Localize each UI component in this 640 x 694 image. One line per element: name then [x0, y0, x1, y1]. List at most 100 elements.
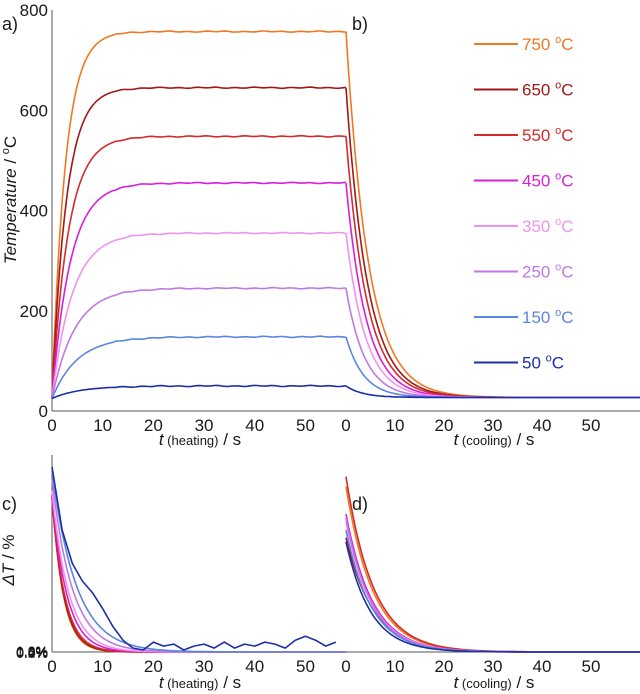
panel-label-d: d) [352, 494, 368, 514]
series-line-a-150 [51, 335, 347, 399]
series-line-a-250 [51, 286, 347, 399]
panel-label-c: c) [2, 494, 17, 514]
series-line-c-350 [51, 490, 346, 653]
legend-label-450: 450 oC [522, 171, 574, 191]
x-axis-title-d-rest: / s [512, 673, 535, 692]
x-tick-label-d-4: 40 [533, 657, 552, 676]
x-tick-label-d-2: 20 [435, 657, 454, 676]
x-axis-title-a: t (heating) / s [159, 430, 241, 449]
x-axis-title-d-var: t [454, 673, 460, 692]
x-tick-label-b-1: 10 [386, 416, 405, 435]
y-axis-title-a-rest: / [1, 154, 20, 168]
x-axis-title-b-var: t [454, 430, 460, 449]
series-lines-a [51, 30, 347, 400]
x-tick-label-b-0: 0 [341, 416, 350, 435]
y-tick-label-c-5: 1.0% [16, 643, 48, 659]
x-axis-title-c-sub: (heating) [164, 676, 219, 691]
series-line-d-250 [345, 517, 640, 653]
series-line-c-650 [51, 496, 346, 653]
series-line-a-550 [51, 134, 347, 399]
x-tick-label-c-3: 30 [195, 657, 214, 676]
legend-label-150: 150 oC [522, 307, 574, 327]
x-tick-label-b-4: 40 [533, 416, 552, 435]
x-tick-label-a-2: 20 [144, 416, 163, 435]
x-tick-label-d-1: 10 [386, 657, 405, 676]
y-tick-labels-a: 0 200 400 600 800 [20, 1, 48, 421]
series-line-c-450 [51, 494, 346, 653]
x-tick-labels-a: 0 10 20 30 40 50 [47, 416, 315, 435]
y-axis-title-c: ΔT / % [0, 534, 18, 586]
x-tick-label-a-4: 40 [245, 416, 264, 435]
y-tick-label-c-4: 0.8% [16, 643, 48, 659]
y-tick-label-a-3: 600 [20, 101, 48, 120]
x-tick-label-b-3: 30 [484, 416, 503, 435]
series-lines-b [345, 31, 640, 399]
x-axis-title-a-rest: / s [218, 430, 241, 449]
y-tick-label-a-2: 400 [20, 202, 48, 221]
x-tick-label-a-0: 0 [47, 416, 56, 435]
x-axis-title-b-rest: / s [512, 430, 535, 449]
y-tick-labels-c: 0.0%0.2%0.4%0.6%0.8%1.0% [16, 643, 48, 661]
x-axis-title-d-sub: (cooling) [458, 676, 511, 691]
x-axis-title-a-var: t [159, 430, 165, 449]
x-axis-title-d: t (cooling) / s [454, 673, 535, 692]
y-axis-title-a-var: Temperature [1, 168, 20, 264]
series-line-c-50 [51, 466, 337, 651]
y-axis-title-c-rest: / % [0, 534, 18, 563]
series-line-c-250 [51, 478, 346, 653]
x-axis-title-c: t (heating) / s [159, 673, 241, 692]
series-line-a-650 [51, 86, 347, 399]
y-axis-title-a-unit: C [1, 136, 20, 148]
y-tick-label-a-4: 800 [20, 1, 48, 20]
y-axis-title-a: Temperature / oC [0, 136, 20, 264]
x-tick-label-d-0: 0 [341, 657, 350, 676]
series-line-a-450 [51, 181, 347, 399]
x-tick-labels-b: 0 10 20 30 40 50 [341, 416, 600, 435]
series-line-b-50 [345, 385, 640, 399]
x-axis-title-b: t (cooling) / s [454, 430, 535, 449]
x-tick-labels-d: 0 10 20 30 40 50 [341, 657, 600, 676]
axis-lines [51, 10, 640, 653]
series-line-b-750 [345, 31, 640, 399]
x-tick-label-a-3: 30 [195, 416, 214, 435]
x-tick-label-c-0: 0 [47, 657, 56, 676]
series-lines-d [345, 476, 640, 653]
y-tick-label-a-0: 0 [39, 402, 48, 421]
x-axis-title-c-var: t [159, 673, 165, 692]
x-tick-label-d-3: 30 [484, 657, 503, 676]
legend-label-250: 250 oC [522, 262, 574, 282]
series-line-d-50 [345, 541, 640, 653]
legend-label-650: 650 oC [522, 80, 574, 100]
x-axis-title-b-sub: (cooling) [458, 433, 511, 448]
panel-label-a: a) [2, 14, 18, 34]
y-tick-label-c-0: 0.0% [16, 645, 48, 661]
legend: 750 oC 650 oC 550 oC 450 oC 350 oC 250 oC 150 … [474, 34, 574, 373]
series-line-c-750 [51, 494, 346, 653]
x-tick-label-a-5: 50 [296, 416, 315, 435]
y-tick-label-c-3: 0.6% [16, 644, 48, 660]
legend-label-50: 50 oC [522, 353, 564, 373]
y-tick-label-c-2: 0.4% [16, 644, 48, 660]
y-axis-title-c-var: ΔT [0, 562, 18, 586]
legend-label-550: 550 oC [522, 125, 574, 145]
x-tick-label-c-4: 40 [245, 657, 264, 676]
series-line-a-750 [51, 30, 347, 399]
series-line-d-650 [345, 537, 640, 653]
y-tick-label-a-1: 200 [20, 302, 48, 321]
x-tick-label-a-1: 10 [93, 416, 112, 435]
series-line-a-50 [51, 384, 347, 400]
series-line-a-350 [51, 231, 347, 399]
x-axis-title-a-sub: (heating) [164, 433, 219, 448]
legend-label-350: 350 oC [522, 216, 574, 236]
x-tick-label-c-2: 20 [144, 657, 163, 676]
panel-label-b: b) [352, 14, 368, 34]
legend-label-750: 750 oC [522, 34, 574, 54]
series-line-c-150 [51, 470, 346, 653]
x-tick-labels-c: 0 10 20 30 40 50 [47, 657, 315, 676]
x-tick-label-d-5: 50 [582, 657, 601, 676]
series-line-d-350 [345, 521, 640, 653]
x-tick-label-c-5: 50 [296, 657, 315, 676]
y-tick-label-c-1: 0.2% [16, 645, 48, 661]
series-line-c-550 [51, 498, 346, 653]
